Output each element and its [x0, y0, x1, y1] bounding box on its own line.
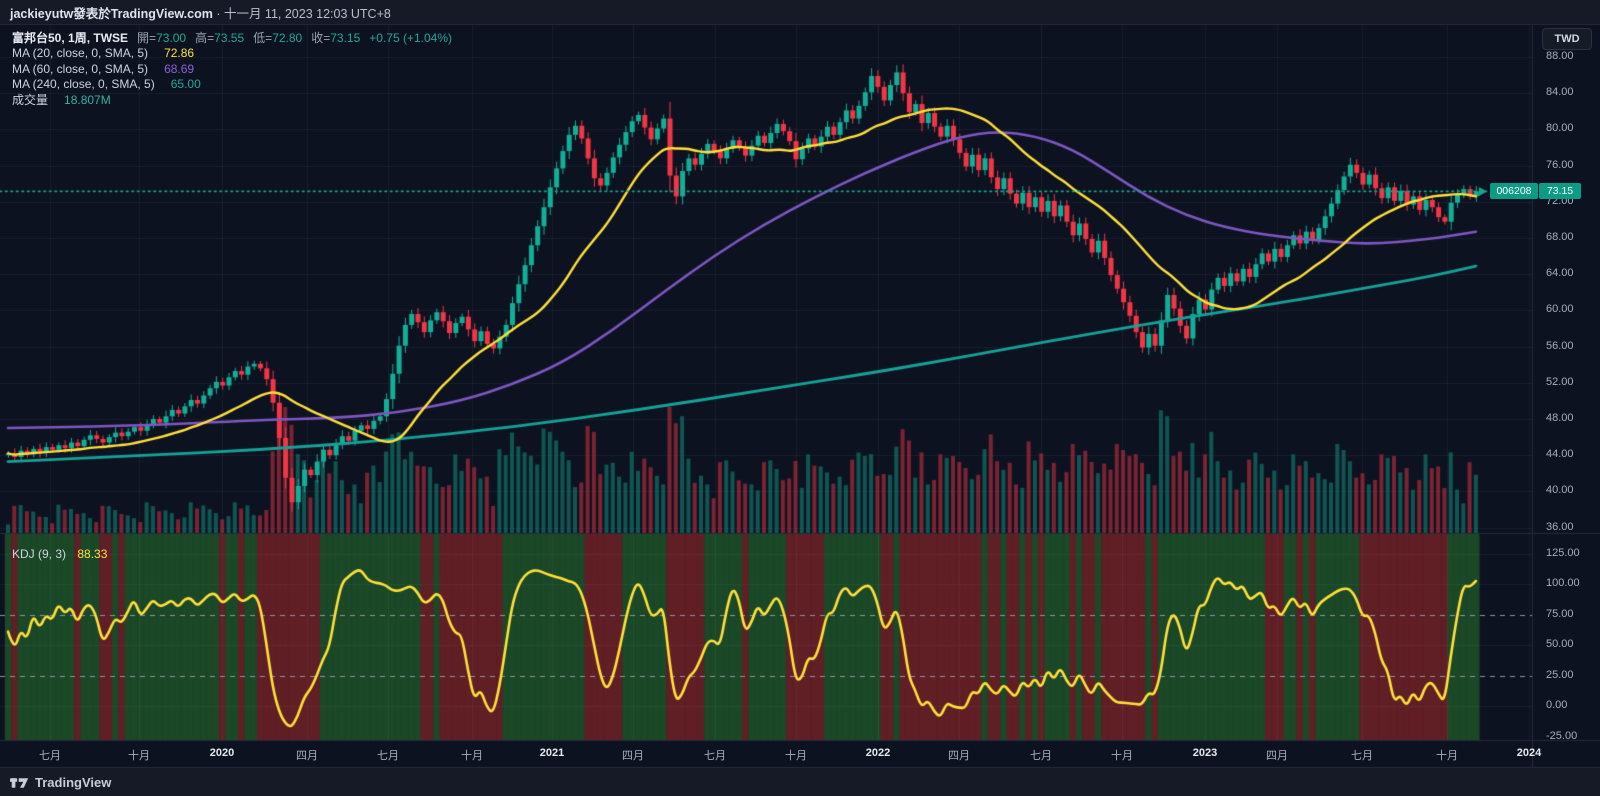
- publisher-text: jackieyutw發表於TradingView.com: [10, 6, 213, 21]
- price-tick: 64.00: [1546, 267, 1574, 280]
- time-tick: 2020: [209, 747, 235, 759]
- kdj-tick: -25.00: [1546, 729, 1578, 742]
- kdj-tick: 0.00: [1546, 699, 1568, 712]
- change-text: +0.75 (+1.04%): [369, 31, 453, 45]
- price-tick: 60.00: [1546, 303, 1574, 316]
- kdj-value: 88.33: [77, 547, 108, 561]
- time-tick: 四月: [948, 750, 970, 762]
- price-tick: 80.00: [1546, 122, 1574, 135]
- time-tick: 2024: [1516, 747, 1542, 759]
- legend-ma20-row[interactable]: MA (20, close, 0, SMA, 5) 72.86: [12, 46, 195, 61]
- close-pair: 收73.15: [311, 31, 360, 46]
- kdj-tick: 50.00: [1546, 638, 1574, 651]
- time-tick: 七月: [1030, 750, 1052, 762]
- last-price-badge: 73.15: [1539, 183, 1581, 199]
- price-tick: 84.00: [1546, 86, 1574, 99]
- kdj-legend-row[interactable]: KDJ (9, 3) 88.33: [12, 547, 108, 561]
- low-pair: 低72.80: [253, 31, 302, 46]
- publish-date-text: · 十一月 11, 2023 12:03 UTC+8: [212, 6, 391, 21]
- price-tick: 36.00: [1546, 520, 1574, 533]
- legend-ma240-row[interactable]: MA (240, close, 0, SMA, 5) 65.00: [12, 77, 201, 92]
- time-tick: 2023: [1192, 747, 1218, 759]
- time-tick: 七月: [377, 750, 399, 762]
- price-tick: 48.00: [1546, 412, 1574, 424]
- time-tick: 十月: [785, 750, 807, 762]
- time-tick: 十月: [1436, 750, 1458, 762]
- ma240-value: 65.00: [170, 77, 201, 92]
- legend-symbol-row[interactable]: 富邦台50, 1周, TWSE 開73.00 高73.55 低72.80 收73…: [12, 31, 452, 46]
- volume-value: 18.807M: [64, 92, 111, 107]
- time-tick: 四月: [622, 750, 644, 762]
- time-tick: 2021: [539, 747, 565, 759]
- time-tick: 2022: [865, 747, 891, 759]
- kdj-tick: 25.00: [1546, 668, 1574, 681]
- price-tick: 56.00: [1546, 339, 1574, 352]
- ma20-value: 72.86: [164, 46, 195, 61]
- currency-toggle-button[interactable]: TWD: [1542, 28, 1592, 50]
- kdj-tick: 75.00: [1546, 607, 1574, 620]
- high-pair: 高73.55: [195, 31, 244, 46]
- main-legend: 富邦台50, 1周, TWSE 開73.00 高73.55 低72.80 收73…: [12, 31, 452, 108]
- price-tick: 76.00: [1546, 158, 1574, 171]
- ma60-value: 68.69: [164, 61, 195, 76]
- legend-ma60-row[interactable]: MA (60, close, 0, SMA, 5) 68.69: [12, 61, 195, 76]
- price-tick: 88.00: [1546, 50, 1574, 62]
- symbol-title: 富邦台50, 1周, TWSE: [12, 31, 129, 45]
- footer-bar: TradingView: [0, 767, 1600, 796]
- open-pair: 開73.00: [137, 31, 186, 46]
- price-tick: 68.00: [1546, 231, 1574, 243]
- price-tick: 44.00: [1546, 448, 1574, 461]
- kdj-tick: 100.00: [1546, 577, 1580, 590]
- tradingview-logo-icon: [10, 777, 29, 788]
- time-tick: 七月: [39, 750, 61, 762]
- time-tick: 四月: [296, 750, 318, 762]
- price-tick: 52.00: [1546, 375, 1574, 388]
- time-tick: 七月: [1351, 750, 1373, 762]
- symbol-badge: 006208: [1490, 183, 1538, 199]
- legend-volume-row[interactable]: 成交量 18.807M: [12, 92, 111, 107]
- attribution-bar: jackieyutw發表於TradingView.com · 十一月 11, 2…: [0, 0, 1600, 25]
- time-tick: 四月: [1266, 750, 1288, 762]
- time-tick: 十月: [461, 750, 483, 762]
- time-tick: 七月: [704, 750, 726, 762]
- time-tick: 十月: [1111, 750, 1133, 762]
- kdj-tick: 125.00: [1546, 547, 1580, 559]
- price-tick: 40.00: [1546, 484, 1574, 497]
- tradingview-link[interactable]: TradingView: [10, 775, 111, 790]
- time-tick: 十月: [128, 750, 150, 762]
- tradingview-brand-text: TradingView: [35, 775, 112, 790]
